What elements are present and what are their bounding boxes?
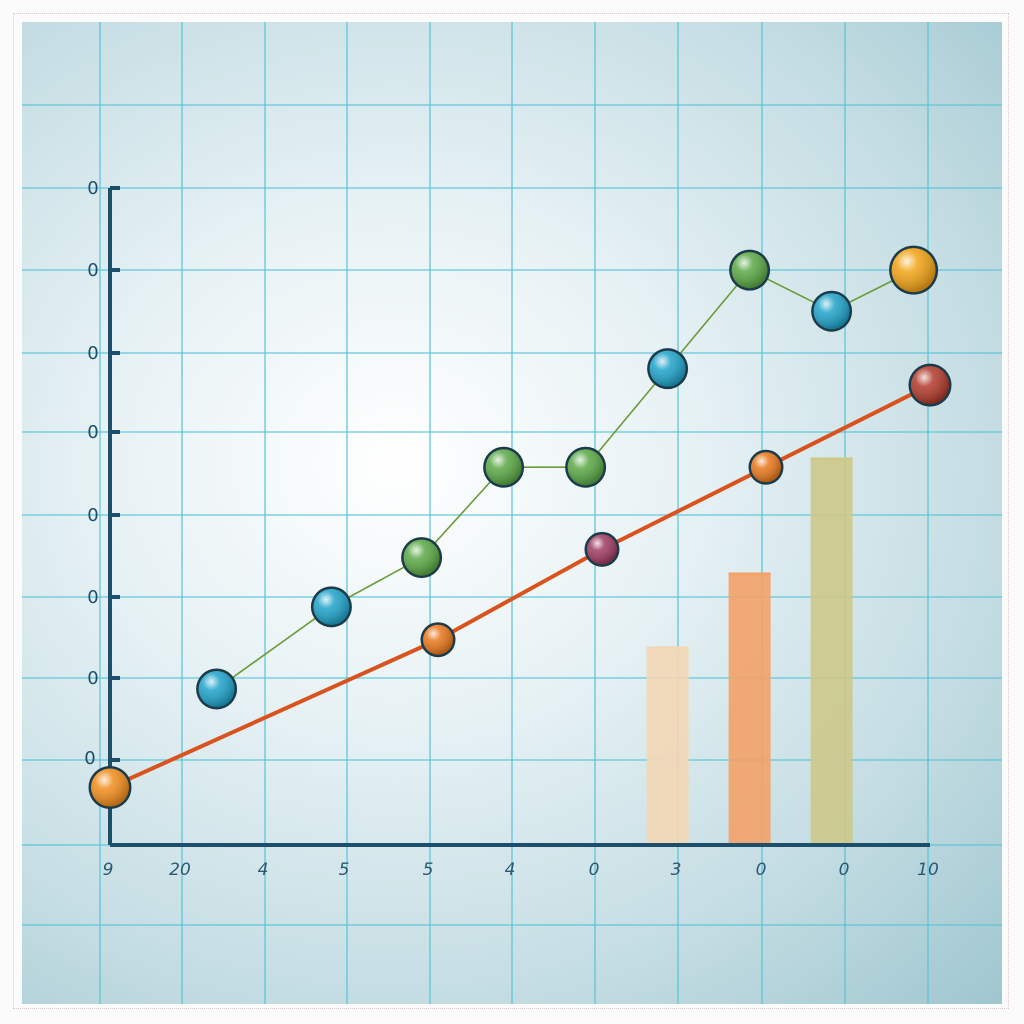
outer-frame [13, 13, 1009, 1009]
data-point-highlight [587, 534, 617, 565]
data-point-highlight [313, 588, 350, 625]
axes [108, 186, 930, 847]
x-tick-label: 0 [839, 860, 850, 880]
y-tick-label: 0 [87, 260, 98, 281]
data-point-highlight [567, 449, 604, 486]
markers [88, 245, 952, 810]
x-tick-label: 5 [423, 860, 434, 880]
y-tick-label: 0 [87, 668, 98, 689]
x-tick-label: 4 [258, 860, 269, 880]
y-tick-label: 0 [87, 178, 98, 199]
grid [22, 22, 1002, 1004]
data-point-highlight [649, 350, 686, 387]
data-point-highlight [891, 248, 936, 293]
x-tick-label: 4 [505, 860, 516, 880]
y-tick-label: 0 [87, 343, 98, 364]
data-point-highlight [423, 624, 453, 655]
series-line [109, 383, 931, 790]
data-point-highlight [91, 768, 129, 807]
y-tick-label: 0 [87, 505, 98, 526]
tick-labels: 0 0 0 0 0 0 0 0 9 20 4 5 5 4 0 3 0 0 10 [84, 178, 939, 880]
series-line [216, 269, 914, 690]
x-tick-label: 0 [756, 860, 767, 880]
y-tick-label: 0 [87, 587, 98, 608]
bar [810, 459, 853, 845]
x-tick-label: 20 [169, 860, 191, 880]
data-point-highlight [485, 449, 522, 486]
x-tick-label: 0 [589, 860, 600, 880]
data-point-highlight [751, 452, 781, 483]
x-tick-label: 10 [917, 860, 939, 880]
y-tick-label: 0 [84, 748, 95, 769]
bars [646, 457, 853, 845]
data-point-highlight [403, 539, 440, 576]
x-tick-label: 5 [339, 860, 350, 880]
x-tick-label: 3 [671, 860, 682, 880]
y-tick-label: 0 [87, 422, 98, 443]
data-point-highlight [911, 366, 949, 405]
data-point-highlight [731, 252, 768, 289]
x-tick-label: 9 [103, 860, 114, 880]
data-point-highlight [813, 293, 850, 330]
bar [728, 573, 771, 845]
lines [109, 269, 931, 790]
bar [646, 647, 689, 845]
data-point-highlight [198, 670, 235, 707]
